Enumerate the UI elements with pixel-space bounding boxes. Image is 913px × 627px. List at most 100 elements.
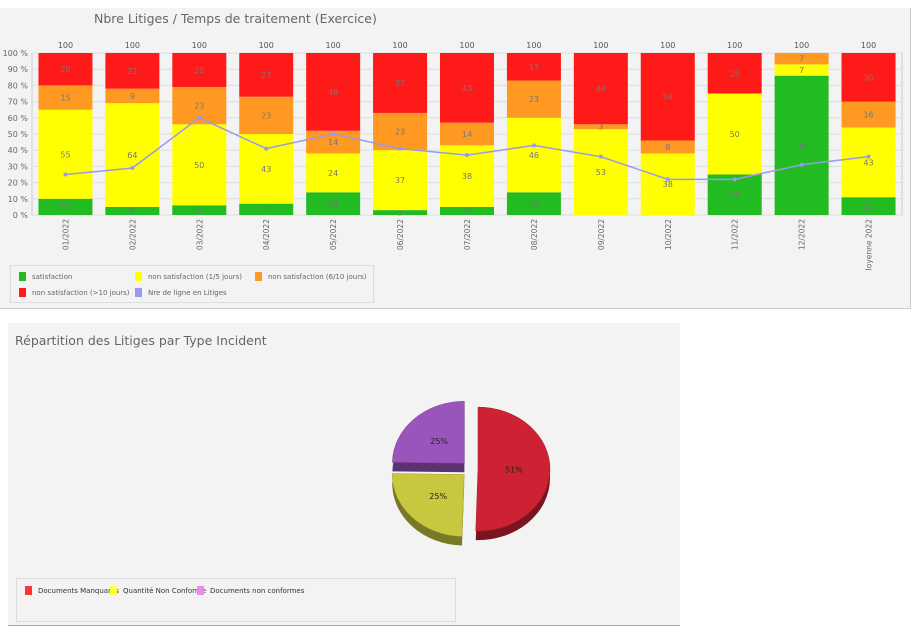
legend-label: Documents Manquants	[38, 586, 119, 595]
data-label: 48	[328, 88, 338, 97]
bar-segment	[373, 210, 428, 215]
y-tick-label: 40 %	[8, 146, 29, 155]
bar-segment	[239, 96, 294, 134]
legend-label: non satisfaction (1/5 jours)	[148, 272, 243, 281]
total-label: 100	[459, 41, 474, 50]
bar-segment	[105, 88, 160, 104]
bar-segment	[239, 134, 294, 204]
data-label: 21	[194, 66, 204, 75]
pie-slice	[475, 406, 551, 532]
bar-segment	[306, 53, 361, 131]
bar-segment	[573, 53, 628, 125]
bar-chart-legend: satisfaction non satisfaction (1/5 jours)…	[10, 265, 374, 303]
data-label: 44	[596, 85, 606, 94]
bar-segment	[172, 124, 227, 206]
bar-segment	[506, 80, 561, 118]
y-tick-label: 10 %	[8, 195, 29, 204]
bar-segment	[841, 101, 896, 128]
legend-swatch	[25, 586, 32, 595]
pie-slice	[392, 401, 465, 464]
total-label: 100	[727, 41, 742, 50]
line-point	[531, 143, 536, 148]
data-label: 53	[596, 168, 606, 177]
total-label: 100	[526, 41, 541, 50]
data-label: 23	[529, 95, 539, 104]
legend-label: Documents non conformes	[210, 586, 305, 595]
total-label: 100	[660, 41, 675, 50]
data-label: 64	[127, 151, 137, 160]
legend-swatch	[255, 272, 262, 281]
bar-segment	[440, 206, 494, 215]
line-point	[799, 162, 804, 167]
pie-label: 51%	[505, 466, 523, 475]
data-label: 11	[863, 202, 873, 211]
bar-segment	[506, 117, 561, 193]
bar-segment	[239, 53, 294, 97]
line-point	[398, 146, 403, 151]
legend-item[interactable]: Documents Manquants	[25, 586, 119, 595]
bar-segment	[373, 53, 428, 113]
bar-chart-title: Nbre Litiges / Temps de traitement (Exer…	[94, 11, 377, 26]
line-point	[130, 166, 135, 171]
x-tick-label: 01/2022	[61, 219, 70, 250]
data-label: 22	[127, 67, 137, 76]
legend-label: non satisfaction (6/10 jours)	[268, 272, 367, 281]
x-tick-label: 10/2022	[664, 219, 673, 250]
legend-item[interactable]: non satisfaction (>10 jours)	[19, 288, 130, 297]
data-label: 14	[328, 200, 338, 209]
x-tick-label: 12/2022	[798, 219, 807, 250]
data-label: 15	[60, 94, 70, 103]
legend-item[interactable]: satisfaction	[19, 272, 72, 281]
bar-segment	[774, 75, 829, 216]
total-label: 100	[326, 41, 341, 50]
bar-segment	[573, 124, 628, 130]
data-label: 7	[799, 55, 804, 64]
legend-item[interactable]: non satisfaction (1/5 jours)	[135, 272, 242, 281]
data-label: 43	[462, 84, 472, 93]
data-label: 86	[797, 141, 807, 150]
data-label: 43	[261, 165, 271, 174]
data-label: 7	[264, 205, 269, 214]
legend-label: Quantité Non Conforme	[123, 586, 207, 595]
legend-item[interactable]: non satisfaction (6/10 jours)	[255, 272, 367, 281]
bar-segment	[172, 205, 227, 215]
data-label: 38	[663, 180, 673, 189]
bar-segment	[373, 150, 428, 211]
bar-segment	[707, 93, 762, 175]
data-label: 25	[730, 69, 740, 78]
data-label: 8	[665, 143, 670, 152]
data-label: 50	[194, 161, 204, 170]
bar-segment	[774, 64, 829, 76]
total-label: 100	[794, 41, 809, 50]
data-label: 3	[598, 123, 603, 132]
legend-swatch	[110, 586, 117, 595]
bar-segment	[105, 206, 160, 215]
legend-label: non satisfaction (>10 jours)	[32, 288, 130, 297]
total-label: 100	[192, 41, 207, 50]
legend-item[interactable]: Quantité Non Conforme	[110, 586, 206, 595]
x-tick-label: 04/2022	[262, 219, 271, 250]
data-label: 37	[395, 79, 405, 88]
line-point	[866, 154, 871, 159]
line-point	[665, 177, 670, 182]
x-tick-label: 06/2022	[396, 219, 405, 250]
data-label: 23	[395, 128, 405, 137]
bar-segment	[640, 53, 695, 141]
y-tick-label: 100 %	[3, 49, 29, 58]
data-label: 7	[799, 66, 804, 75]
total-label: 100	[593, 41, 608, 50]
bar-segment	[707, 53, 762, 94]
legend-item[interactable]: Nre de ligne en Litiges	[135, 288, 227, 297]
total-label: 100	[861, 41, 876, 50]
x-tick-label: 08/2022	[530, 219, 539, 250]
x-tick-label: 02/2022	[128, 219, 137, 250]
bar-segment	[506, 192, 561, 215]
y-tick-label: 30 %	[8, 162, 29, 171]
legend-swatch	[135, 272, 142, 281]
legend-label: Nre de ligne en Litiges	[148, 288, 227, 297]
x-tick-label: 07/2022	[463, 219, 472, 250]
y-tick-label: 90 %	[8, 65, 29, 74]
pie-chart-panel: Répartition des Litiges par Type Inciden…	[8, 323, 680, 626]
data-label: 54	[663, 93, 673, 102]
legend-item[interactable]: Documents non conformes	[197, 586, 304, 595]
